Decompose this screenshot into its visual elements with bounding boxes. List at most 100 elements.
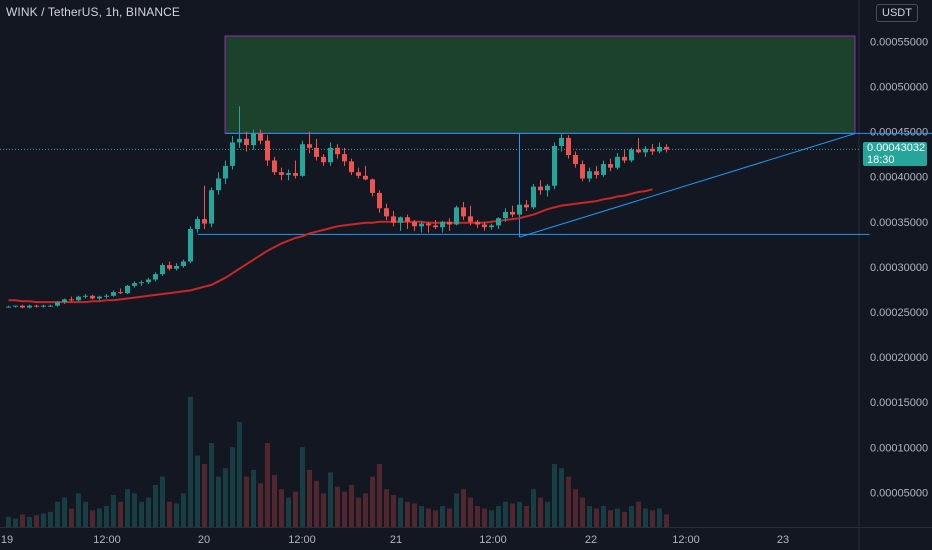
volume-bar <box>314 480 319 527</box>
candle-body <box>650 148 655 152</box>
x-tick-label: 23 <box>777 534 789 546</box>
volume-bar <box>482 508 487 527</box>
volume-bar <box>55 501 60 527</box>
candle-body <box>412 221 417 227</box>
candle-body <box>461 207 466 217</box>
candle-body <box>48 305 53 307</box>
candle-body <box>454 207 459 225</box>
y-tick-label: 0.00040000 <box>870 172 928 184</box>
last-price-tag: 0.00043032 18:30 <box>863 142 927 166</box>
volume-bar <box>594 508 599 527</box>
x-tick-label: 12:00 <box>288 534 316 546</box>
candle-body <box>167 265 172 269</box>
volume-bar <box>230 447 235 527</box>
volume-bar <box>83 501 88 527</box>
candle-body <box>223 165 228 179</box>
candle-body <box>342 154 347 162</box>
volume-bar <box>454 493 459 527</box>
volume-bar <box>398 497 403 527</box>
y-tick-label: 0.00020000 <box>870 352 928 364</box>
y-tick-label: 0.00035000 <box>870 217 928 229</box>
candle-body <box>447 221 452 225</box>
candle-body <box>300 144 305 176</box>
volume-bar <box>118 501 123 527</box>
candle-body <box>321 156 326 163</box>
volume-bar <box>573 489 578 527</box>
volume-bar <box>461 489 466 527</box>
candle-body <box>608 164 613 168</box>
volume-bar <box>552 464 557 527</box>
candle-body <box>41 305 46 307</box>
candle-body <box>258 133 263 141</box>
volume-bar <box>244 476 249 527</box>
candle-body <box>90 295 95 299</box>
candle-body <box>363 175 368 180</box>
volume-bar <box>615 508 620 527</box>
volume-bar <box>251 469 256 527</box>
candle-body <box>377 192 382 209</box>
candle-body <box>265 140 270 161</box>
candle-body <box>440 221 445 228</box>
volume-bar <box>41 513 46 527</box>
candle-body <box>174 265 179 269</box>
candle-body <box>76 296 81 301</box>
candle-body <box>6 306 11 308</box>
y-tick-label: 0.00015000 <box>870 397 928 409</box>
candle-body <box>118 292 123 294</box>
x-tick-label: 19 <box>1 534 13 546</box>
volume-bar <box>139 501 144 527</box>
volume-bar <box>419 506 424 527</box>
candle-body <box>475 221 480 225</box>
volume-bar <box>27 516 32 527</box>
volume-bar <box>69 508 74 527</box>
candle-body <box>398 217 403 223</box>
volume-bar <box>321 493 326 527</box>
volume-bar <box>279 489 284 527</box>
candle-body <box>279 172 284 175</box>
candle-body <box>482 224 487 228</box>
candle-body <box>132 283 137 286</box>
candle-body <box>139 282 144 284</box>
volume-bar <box>650 510 655 527</box>
x-tick-label: 21 <box>390 534 402 546</box>
volume-bar <box>468 497 473 527</box>
volume-bar <box>104 506 109 527</box>
volume-bar <box>524 506 529 527</box>
candle-body <box>552 146 557 186</box>
candle-body <box>531 186 536 208</box>
y-tick-label: 0.00030000 <box>870 262 928 274</box>
candle-body <box>307 144 312 148</box>
volume-bar <box>447 508 452 527</box>
candle-body <box>510 211 515 215</box>
volume-bar <box>433 510 438 527</box>
y-tick-label: 0.00050000 <box>870 82 928 94</box>
candle-body <box>538 186 543 191</box>
candle-body <box>629 149 634 161</box>
y-tick-label: 0.00010000 <box>870 442 928 454</box>
volume-bar <box>90 510 95 527</box>
candle-body <box>272 160 277 173</box>
volume-bar <box>202 464 207 527</box>
volume-bar <box>146 497 151 527</box>
candle-body <box>216 178 221 191</box>
volume-bar <box>223 468 228 527</box>
candle-body <box>566 137 571 156</box>
candle-body <box>517 204 522 215</box>
candle-body <box>237 138 242 143</box>
volume-bar <box>34 515 39 527</box>
candle-body <box>391 216 396 223</box>
volume-bar <box>153 485 158 527</box>
volume-bar <box>489 510 494 527</box>
currency-button[interactable]: USDT <box>876 4 918 22</box>
volume-bar <box>363 493 368 527</box>
candle-body <box>104 295 109 297</box>
volume-bar <box>587 506 592 527</box>
volume-bar <box>356 497 361 527</box>
candle-body <box>62 299 67 303</box>
volume-bar <box>377 464 382 527</box>
x-tick-label: 12:00 <box>672 534 700 546</box>
candle-body <box>664 146 669 150</box>
volume-bar <box>300 447 305 527</box>
candle-body <box>370 179 375 193</box>
